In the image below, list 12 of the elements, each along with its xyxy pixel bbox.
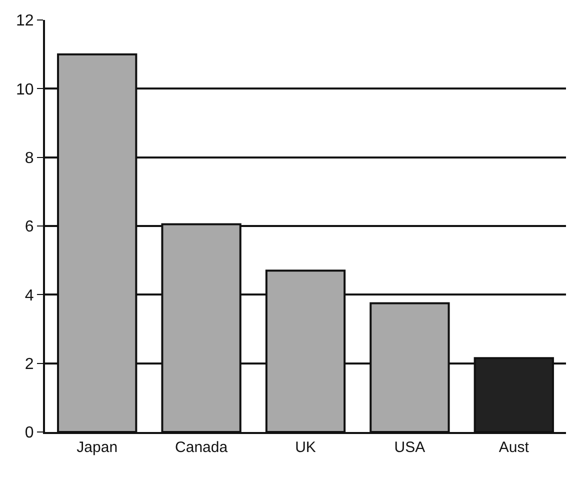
y-tick-label: 10 [16,81,34,98]
y-tick-label: 0 [24,424,34,442]
y-tick-label: 4 [24,287,34,304]
y-tick-label: 6 [24,218,34,236]
x-tick-label: UK [295,439,316,456]
x-tick-label: Canada [175,439,228,456]
y-tick-label: 2 [24,356,34,373]
x-tick-label: Aust [498,439,530,456]
x-tick-label: USA [394,439,426,456]
y-tick-label: 8 [24,150,34,167]
y-tick-label: 12 [16,12,34,30]
x-tick-label: Japan [76,439,118,456]
